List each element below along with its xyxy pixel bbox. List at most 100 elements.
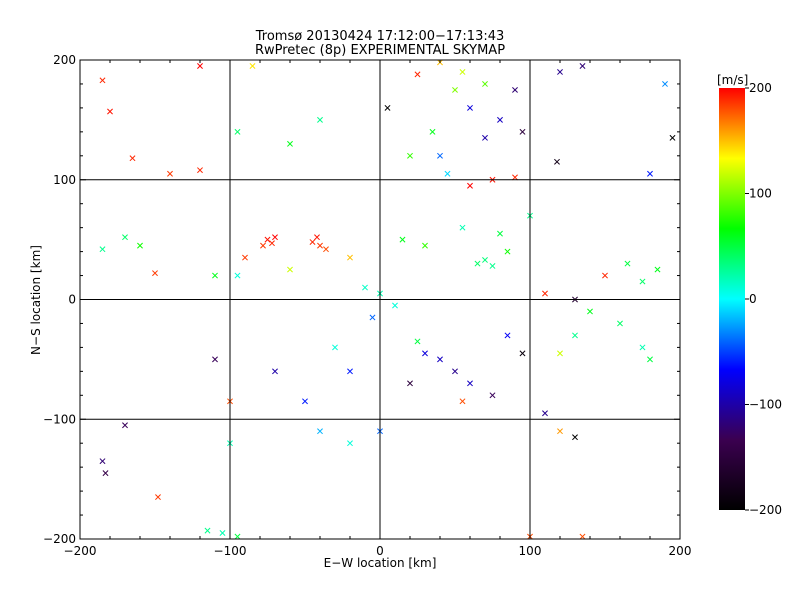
- data-point-cross: [167, 170, 173, 177]
- data-point-cross: [459, 398, 466, 405]
- x-tick-label: −200: [64, 544, 97, 558]
- y-axis-label: N−S location [km]: [29, 245, 43, 355]
- data-point-cross: [204, 527, 211, 534]
- data-point-cross: [669, 134, 676, 141]
- x-tick-label: −100: [214, 544, 247, 558]
- data-point-cross: [452, 86, 458, 93]
- y-tick-label: −200: [43, 532, 76, 546]
- data-point-cross: [414, 338, 421, 345]
- data-point-cross: [414, 71, 421, 78]
- x-axis-label: E−W location [km]: [324, 556, 437, 570]
- colorbar-tick-label: 100: [749, 187, 772, 201]
- data-point-cross: [122, 422, 128, 429]
- data-point-cross: [122, 234, 128, 241]
- data-point-cross: [519, 350, 526, 357]
- data-point-cross: [437, 356, 443, 363]
- x-tick-label: 0: [376, 544, 384, 558]
- x-tick-label: 100: [519, 544, 542, 558]
- chart-title: Tromsø 20130424 17:12:00−17:13:43: [255, 29, 505, 44]
- data-point-cross: [137, 242, 143, 249]
- scatter-points: [99, 59, 676, 540]
- data-point-cross: [587, 308, 593, 315]
- data-point-cross: [234, 533, 241, 540]
- data-point-cross: [482, 80, 488, 87]
- data-point-cross: [647, 170, 653, 177]
- data-point-cross: [399, 236, 406, 243]
- data-point-cross: [557, 350, 563, 357]
- data-point-cross: [392, 302, 398, 309]
- data-point-cross: [654, 266, 661, 273]
- data-point-cross: [512, 86, 518, 93]
- data-point-cross: [264, 236, 271, 243]
- data-point-cross: [639, 278, 646, 285]
- colorbar-tick-label: −200: [749, 503, 782, 517]
- data-point-cross: [99, 77, 106, 84]
- colorbar-tick-label: −100: [749, 398, 782, 412]
- data-point-cross: [407, 152, 413, 159]
- data-point-cross: [234, 272, 241, 279]
- data-point-cross: [444, 170, 451, 177]
- data-point-cross: [314, 234, 320, 241]
- data-point-cross: [639, 344, 646, 351]
- colorbar-tick-label: 200: [749, 81, 772, 95]
- data-point-cross: [99, 246, 106, 253]
- data-point-cross: [542, 290, 548, 297]
- data-point-cross: [557, 428, 563, 435]
- data-point-cross: [317, 428, 323, 435]
- data-point-cross: [482, 257, 488, 263]
- data-point-cross: [155, 494, 161, 501]
- data-point-cross: [107, 108, 113, 115]
- colorbar-ticks: −200 −100 0 100 200: [745, 81, 782, 517]
- y-axis-ticks: −200 −100 0 100 200: [43, 53, 680, 546]
- y-tick-label: 100: [53, 173, 76, 187]
- data-point-cross: [317, 116, 323, 123]
- data-point-cross: [197, 167, 203, 174]
- data-point-cross: [422, 242, 428, 249]
- data-point-cross: [459, 224, 466, 231]
- data-point-cross: [219, 530, 226, 536]
- data-point-cross: [287, 140, 293, 147]
- data-point-cross: [452, 368, 458, 375]
- data-point-cross: [504, 248, 511, 255]
- data-point-cross: [317, 242, 323, 249]
- data-point-cross: [662, 80, 668, 87]
- data-point-cross: [554, 158, 560, 165]
- x-axis-ticks: −200 −100 0 100 200: [64, 60, 692, 558]
- colorbar: [719, 88, 745, 510]
- data-point-cross: [272, 368, 278, 375]
- data-point-cross: [489, 263, 496, 269]
- x-tick-label: 200: [669, 544, 692, 558]
- data-point-cross: [234, 128, 241, 135]
- data-point-cross: [347, 254, 353, 261]
- data-point-cross: [602, 272, 608, 279]
- data-point-cross: [269, 240, 275, 247]
- data-point-cross: [152, 270, 158, 277]
- data-point-cross: [437, 152, 443, 159]
- data-point-cross: [129, 155, 136, 162]
- data-point-cross: [512, 174, 518, 181]
- data-point-cross: [249, 63, 256, 69]
- data-point-cross: [572, 434, 578, 441]
- data-point-cross: [309, 239, 316, 245]
- data-point-cross: [260, 242, 266, 249]
- grid-lines: [80, 60, 680, 539]
- data-point-cross: [384, 104, 391, 111]
- data-point-cross: [272, 234, 278, 241]
- data-point-cross: [212, 356, 218, 363]
- data-point-cross: [489, 392, 496, 399]
- data-point-cross: [242, 254, 248, 261]
- data-point-cross: [347, 440, 353, 447]
- data-point-cross: [542, 410, 548, 417]
- data-point-cross: [579, 63, 586, 69]
- data-point-cross: [482, 134, 488, 141]
- data-point-cross: [99, 458, 106, 465]
- data-point-cross: [579, 533, 586, 540]
- data-point-cross: [362, 284, 368, 291]
- chart-subtitle: RwPretec (8p) EXPERIMENTAL SKYMAP: [255, 43, 505, 58]
- data-point-cross: [474, 260, 481, 267]
- data-point-cross: [467, 182, 473, 189]
- data-point-cross: [624, 260, 631, 267]
- data-point-cross: [197, 63, 203, 69]
- data-point-cross: [497, 116, 503, 123]
- data-point-cross: [459, 69, 466, 75]
